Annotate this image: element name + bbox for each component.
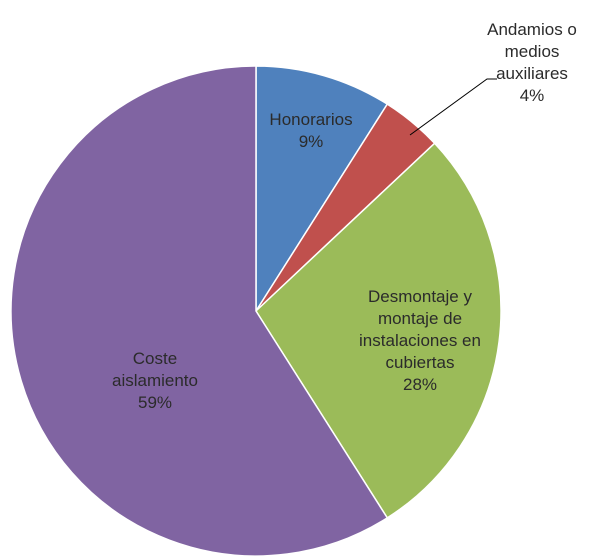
slice-labels: Honorarios 9% Andamios o medios auxiliares 4%…: [112, 20, 577, 412]
slice-name-line: Honorarios: [269, 110, 352, 129]
pie-slice-honorarios: [255, 65, 389, 314]
pie-slice-coste-aislamiento: [10, 65, 389, 557]
slice-label-desmontaje-y-montaje-de-instalaciones-en-cubiertas: Desmontaje y montaje de instalaciones en cu…: [359, 287, 481, 394]
slice-percent-label: 59%: [138, 393, 172, 412]
slice-name-line: instalaciones en: [359, 331, 481, 350]
slice-label-honorarios: Honorarios 9%: [269, 110, 352, 151]
slice-label-andamios-o-medios-auxiliares: Andamios o medios auxiliares 4%: [487, 20, 577, 105]
slice-name-line: Desmontaje y: [368, 287, 472, 306]
slice-label-coste-aislamiento: Coste aislamiento 59%: [112, 349, 198, 412]
slice-name-line: Coste: [133, 349, 177, 368]
slice-name-line: Andamios o: [487, 20, 577, 39]
slice-name-line: auxiliares: [496, 64, 568, 83]
slice-name-line: medios: [505, 42, 560, 61]
pie-slice-desmontaje-y-montaje-de-instalaciones-en-cubiertas: [255, 142, 502, 519]
slice-percent-label: 9%: [299, 132, 324, 151]
slice-name-line: montaje de: [378, 309, 462, 328]
pie-slices: [10, 65, 502, 557]
leader-lines: [409, 78, 497, 136]
slice-name-line: aislamiento: [112, 371, 198, 390]
leader-line-andamios-o-medios-auxiliares: [409, 78, 497, 136]
slice-percent-label: 28%: [403, 375, 437, 394]
slice-name-line: cubiertas: [386, 353, 455, 372]
slice-percent-label: 4%: [520, 86, 545, 105]
